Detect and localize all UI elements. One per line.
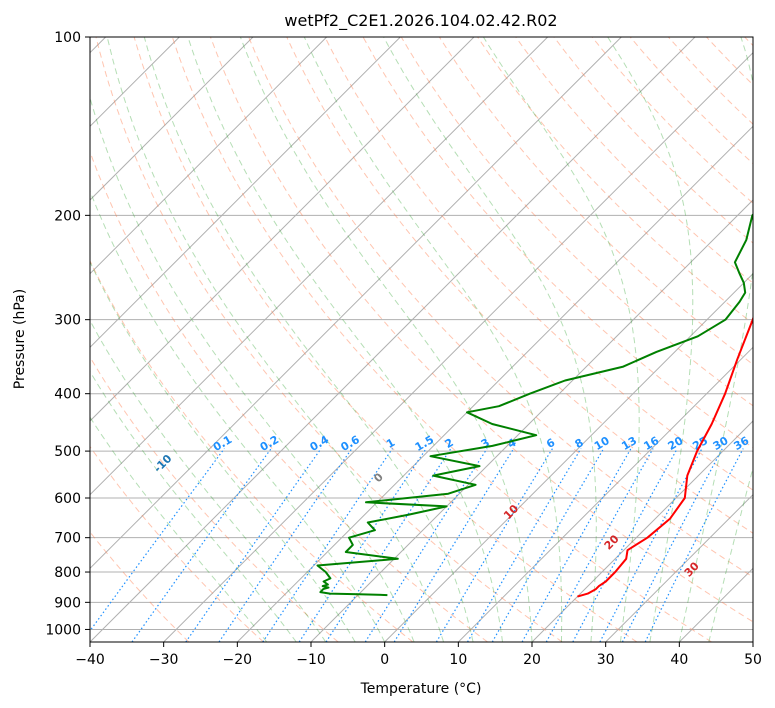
mixing-ratio-lines	[90, 448, 744, 642]
isotherm-line	[90, 37, 401, 349]
moist-adiabat-line	[143, 37, 474, 642]
dry-adiabat-line	[95, 37, 563, 642]
moist-adiabat-line	[482, 37, 640, 642]
isotherm-grid	[90, 37, 753, 642]
mixing-ratio-line	[521, 448, 632, 642]
dry-adiabat-line	[515, 37, 753, 284]
isotherm-line	[90, 37, 696, 642]
dry-adiabats	[90, 37, 753, 642]
dry-adiabat-line	[248, 37, 753, 578]
x-tick-label: 40	[670, 652, 688, 668]
isotherm-line	[90, 37, 475, 422]
mixing-ratio-line	[644, 448, 744, 642]
dry-adiabat-line	[438, 37, 753, 366]
moist-adiabat-line	[106, 37, 445, 642]
y-tick-label: 300	[54, 313, 81, 329]
mixing-ratio-line	[599, 448, 703, 642]
isotherm-line	[531, 420, 753, 642]
isobar-grid	[90, 37, 753, 630]
moist-adiabat-line	[90, 96, 415, 642]
y-tick-label: 900	[54, 595, 81, 611]
isotherm-line	[236, 125, 753, 642]
dry-adiabat-line	[324, 37, 753, 491]
y-tick-label: 500	[54, 444, 81, 460]
moist-adiabats	[90, 37, 753, 642]
x-axis-label: Temperature (°C)	[360, 681, 482, 697]
moist-adiabat-line	[90, 370, 297, 642]
mixing-ratio-line	[262, 448, 393, 642]
moist-adiabat-line	[708, 466, 753, 642]
moist-adiabat-line	[90, 260, 356, 642]
y-tick-label: 700	[54, 531, 81, 547]
mixing-ratio-line	[466, 448, 582, 642]
y-tick-label: 100	[54, 30, 81, 46]
mixing-ratio-line	[325, 448, 452, 642]
dry-adiabat-line	[400, 37, 753, 407]
moist-adiabat-line	[239, 37, 533, 642]
dry-adiabat-line	[553, 37, 753, 244]
isotherm-line	[163, 51, 753, 642]
mixing-ratio-line	[364, 448, 488, 642]
y-tick-label: 600	[54, 491, 81, 507]
x-tick-label: −40	[75, 652, 105, 668]
moist-adiabat-line	[303, 37, 563, 642]
x-tick-label: −20	[223, 652, 253, 668]
dewpoint-profile-line	[316, 213, 753, 597]
chart-title: wetPf2_C2E1.2026.104.02.42.R02	[284, 11, 557, 31]
mixing-ratio-line	[545, 448, 654, 642]
mixing-ratio-line	[218, 448, 353, 642]
dry-adiabat-line	[629, 37, 753, 165]
y-axis-ticks: 100 200 300 400 500 600 700 800 900 1000	[45, 30, 90, 638]
dry-adiabat-line	[90, 259, 414, 642]
y-tick-label: 400	[54, 387, 81, 403]
x-axis-ticks: −40 −30 −20 −10 0 10 20 30 40 50	[75, 642, 762, 668]
isotherm-line	[310, 199, 753, 642]
x-tick-label: 50	[744, 652, 762, 668]
moist-adiabat-line	[90, 189, 386, 642]
x-tick-label: 30	[597, 652, 615, 668]
mixing-ratio-line	[435, 448, 554, 642]
profile-series	[316, 213, 753, 598]
isotherm-line	[605, 493, 753, 642]
y-tick-label: 1000	[45, 622, 81, 638]
y-tick-label: 200	[54, 208, 81, 224]
plot-area: 0.10.20.40.611.52346810131620253036-100-…	[90, 37, 753, 642]
isotherm-line	[90, 37, 254, 201]
moist-adiabat-line	[187, 37, 503, 642]
x-tick-label: −30	[149, 652, 179, 668]
dry-adiabat-line	[90, 445, 264, 642]
moist-adiabat-line	[678, 37, 753, 642]
moist-adiabat-line	[607, 37, 694, 642]
mixing-ratio-line	[393, 448, 515, 642]
y-axis-label: Pressure (hPa)	[12, 289, 28, 389]
moist-adiabat-line	[90, 416, 268, 642]
mixing-ratio-line	[621, 448, 723, 642]
x-tick-label: 20	[523, 652, 541, 668]
x-tick-label: 10	[449, 652, 467, 668]
x-tick-label: −10	[296, 652, 326, 668]
dry-adiabat-line	[362, 37, 753, 449]
moist-adiabat-line	[383, 37, 597, 642]
mixing-ratio-line	[90, 448, 225, 632]
x-tick-label: 0	[380, 652, 389, 668]
mixing-ratio-line	[572, 448, 678, 642]
dry-adiabat-line	[133, 37, 638, 642]
temperature-profile-line	[577, 315, 753, 598]
isotherm-line	[90, 37, 328, 275]
isotherm-line	[90, 37, 549, 496]
mixing-ratio-line	[491, 448, 605, 642]
moist-adiabat-line	[90, 319, 327, 642]
isotherm-line	[457, 346, 753, 642]
dry-adiabat-line	[210, 37, 753, 623]
isotherm-line	[90, 37, 622, 570]
plot-frame	[89, 36, 754, 643]
y-tick-label: 800	[54, 565, 81, 581]
